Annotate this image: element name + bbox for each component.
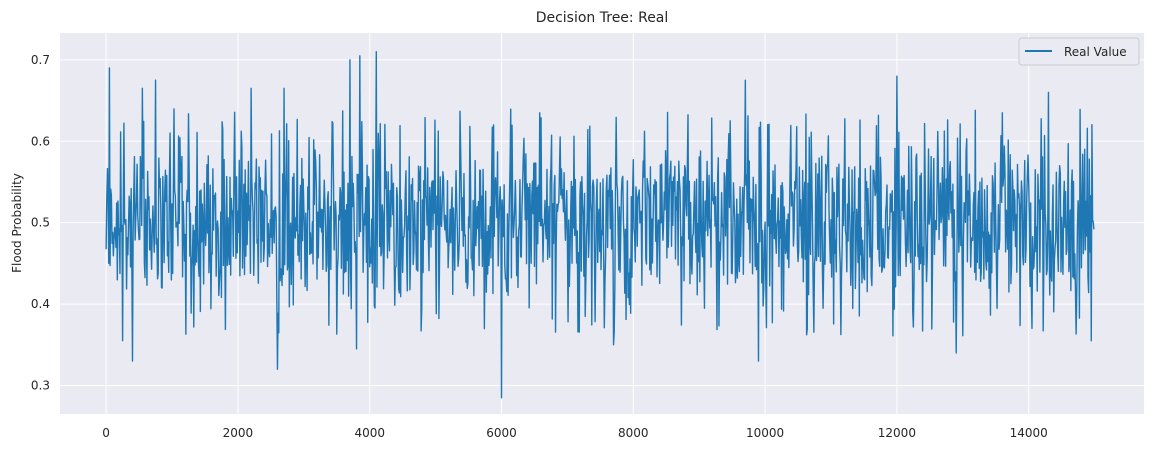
legend-label-real-value: Real Value bbox=[1064, 45, 1127, 59]
y-tick-label: 0.5 bbox=[31, 216, 50, 230]
x-axis-ticks: 0 2000 4000 6000 8000 10000 12000 14000 bbox=[102, 426, 1047, 440]
y-tick-label: 0.4 bbox=[31, 297, 50, 311]
x-tick-label: 0 bbox=[102, 426, 110, 440]
y-tick-label: 0.6 bbox=[31, 134, 50, 148]
series-line-real-value bbox=[105, 51, 1095, 399]
x-tick-label: 8000 bbox=[618, 426, 649, 440]
x-tick-label: 12000 bbox=[878, 426, 916, 440]
x-tick-label: 6000 bbox=[486, 426, 517, 440]
legend: Real Value bbox=[1018, 37, 1140, 66]
y-tick-label: 0.7 bbox=[31, 53, 50, 67]
x-tick-label: 4000 bbox=[354, 426, 385, 440]
x-tick-label: 2000 bbox=[223, 426, 254, 440]
y-axis-label: Flood Probability bbox=[10, 173, 24, 273]
x-tick-label: 10000 bbox=[746, 426, 784, 440]
y-tick-label: 0.3 bbox=[31, 379, 50, 393]
series-real-value bbox=[105, 51, 1095, 399]
legend-box bbox=[1018, 37, 1140, 66]
x-tick-label: 14000 bbox=[1010, 426, 1048, 440]
y-axis-ticks: 0.3 0.4 0.5 0.6 0.7 bbox=[31, 53, 50, 393]
chart-title: Decision Tree: Real bbox=[536, 10, 669, 26]
